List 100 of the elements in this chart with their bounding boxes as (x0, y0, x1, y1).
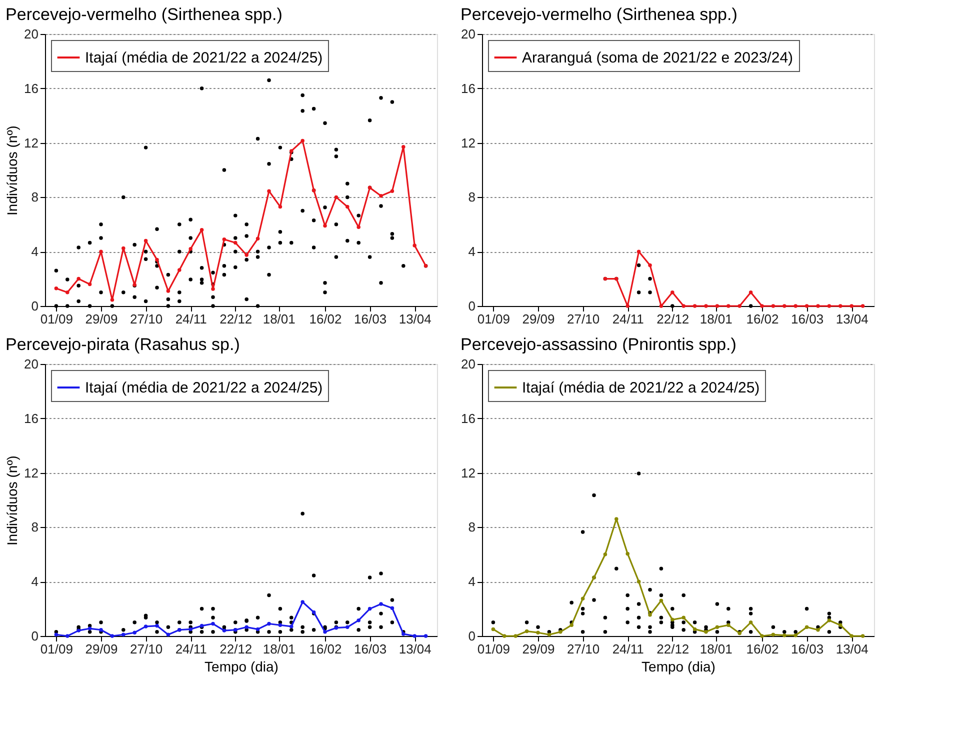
point (424, 634, 428, 638)
x-axis-title: Tempo (dia) (204, 658, 278, 674)
x-tick-label: 01/09 (477, 642, 510, 656)
point (278, 623, 282, 627)
chart-title: Percevejo-vermelho (Sirthenea spp.) (460, 5, 738, 24)
x-tick-label: 16/02 (746, 312, 779, 326)
point (144, 238, 148, 243)
point (211, 622, 215, 626)
point (838, 623, 842, 627)
point (234, 240, 238, 245)
point (804, 625, 809, 630)
point (390, 606, 394, 610)
chart-title: Percevejo-pirata (Rasahus sp.) (6, 335, 240, 354)
point (122, 246, 126, 250)
x-tick-label: 22/12 (220, 312, 252, 326)
point (356, 225, 360, 229)
point (278, 204, 282, 209)
point (132, 630, 136, 634)
point (110, 298, 114, 302)
point (670, 618, 674, 622)
x-tick-label: 13/04 (836, 642, 868, 656)
point (256, 236, 260, 241)
point (648, 263, 652, 268)
point (99, 250, 103, 254)
x-tick-label: 27/10 (567, 312, 600, 326)
point (794, 633, 798, 638)
point (122, 632, 126, 637)
point (88, 282, 92, 286)
point (726, 304, 730, 308)
x-tick-label: 13/04 (836, 312, 868, 326)
y-tick-label: 4 (31, 244, 38, 260)
point (222, 237, 226, 242)
point (346, 625, 350, 630)
point (715, 625, 720, 630)
x-tick-label: 29/09 (522, 312, 555, 326)
x-axis-title: Tempo (dia) (642, 658, 716, 674)
point (267, 189, 271, 193)
x-tick-label: 16/02 (309, 642, 342, 656)
y-tick-label: 8 (31, 520, 38, 535)
point (636, 290, 641, 294)
point (66, 634, 70, 638)
point (850, 634, 854, 638)
point (692, 304, 697, 308)
point (66, 290, 70, 294)
x-tick-label: 16/03 (354, 312, 387, 326)
point (782, 304, 786, 308)
point (166, 289, 170, 293)
point (188, 247, 192, 251)
x-tick-label: 16/03 (791, 312, 824, 326)
point (390, 189, 394, 193)
point (412, 244, 416, 248)
point (603, 552, 608, 556)
point (614, 517, 618, 521)
y-tick-label: 12 (461, 135, 476, 150)
point (514, 634, 518, 638)
point (860, 304, 865, 308)
point (88, 626, 92, 630)
x-tick-label: 01/09 (40, 642, 73, 656)
point (356, 618, 360, 622)
point (379, 194, 383, 198)
point (300, 138, 304, 143)
x-tick-label: 27/10 (130, 312, 163, 326)
x-tick-label: 16/03 (354, 642, 387, 656)
y-tick-label: 12 (24, 135, 38, 150)
legend-label: Itajaí (média de 2021/22 a 2024/25) (85, 50, 323, 66)
point (636, 250, 641, 254)
point (682, 616, 686, 620)
point (760, 304, 764, 308)
point (648, 276, 652, 281)
point (794, 304, 798, 308)
point (748, 620, 753, 624)
point (402, 145, 406, 149)
point (346, 204, 350, 209)
point (816, 628, 820, 632)
point (626, 552, 630, 556)
point (547, 632, 552, 637)
point (816, 304, 820, 308)
point (648, 290, 652, 294)
point (110, 634, 114, 638)
point (838, 304, 842, 308)
point (323, 224, 327, 228)
x-tick-label: 29/09 (85, 312, 118, 326)
x-tick-label: 29/09 (522, 642, 555, 656)
point (670, 290, 674, 294)
point (670, 304, 674, 308)
point (290, 624, 294, 628)
x-tick-label: 01/09 (40, 312, 73, 326)
x-tick-label: 27/10 (567, 642, 600, 656)
point (738, 304, 742, 308)
point (748, 304, 753, 308)
point (244, 625, 248, 630)
y-tick-label: 20 (24, 356, 38, 372)
point (200, 228, 204, 232)
point (76, 276, 80, 281)
y-tick-label: 0 (468, 298, 476, 314)
x-tick-label: 16/02 (309, 312, 342, 326)
x-tick-label: 24/11 (612, 642, 644, 656)
legend-label: Araranguá (soma de 2021/22 e 2023/24) (522, 50, 794, 66)
point (771, 632, 776, 637)
x-tick-label: 13/04 (398, 312, 432, 326)
